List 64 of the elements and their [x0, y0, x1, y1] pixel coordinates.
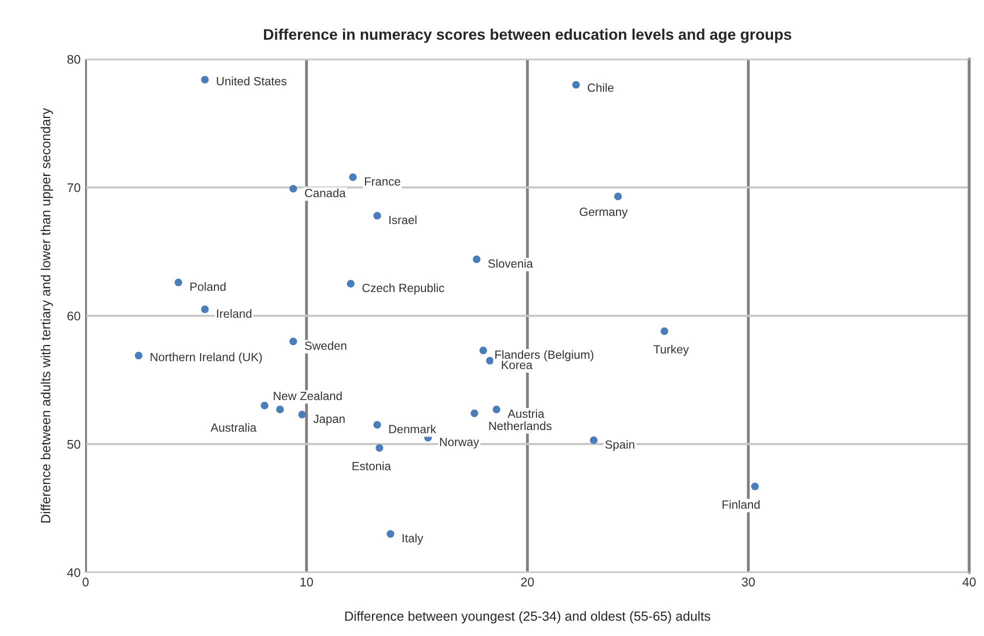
annotation: Flanders (Belgium) — [495, 350, 594, 362]
point — [174, 278, 182, 286]
point — [486, 356, 494, 364]
annotation: Korea — [502, 360, 532, 370]
point — [373, 212, 382, 220]
point — [289, 184, 298, 193]
annotation: Israel — [389, 215, 416, 224]
annotation: Italy — [402, 534, 424, 545]
y-tick-label: 50 — [67, 440, 80, 449]
annotation: Norway — [440, 438, 480, 448]
point — [134, 352, 142, 360]
point — [373, 421, 382, 429]
annotation: United States — [216, 76, 286, 86]
point — [492, 406, 500, 414]
annotation: Estonia — [352, 462, 392, 470]
annotation: Poland — [190, 282, 226, 291]
point — [276, 406, 284, 414]
annotation: Sweden — [304, 341, 346, 350]
annotation: New Zealand — [274, 391, 342, 400]
annotation: France — [364, 177, 400, 186]
x-tick-label: 30 — [742, 578, 755, 586]
x-tick-label: 40 — [962, 578, 976, 586]
annotation: Denmark — [389, 424, 436, 434]
point — [572, 81, 580, 89]
annotation: Northern Ireland (UK) — [150, 352, 262, 364]
point — [660, 327, 668, 335]
y-axis-title: Difference between adults with tertiary and lower than upper secondary — [40, 108, 53, 522]
annotation: Czech Republic — [362, 283, 444, 294]
point — [376, 444, 384, 452]
chart-title: Difference in numeracy scores between education levels and age groups — [264, 28, 792, 43]
point — [298, 410, 306, 418]
point — [386, 530, 394, 538]
point — [260, 402, 268, 410]
x-tick-label: 10 — [300, 578, 313, 586]
annotation: Germany — [580, 208, 628, 218]
y-tick-label: 60 — [67, 312, 80, 320]
x-axis-title: Difference between youngest (25-34) and oldest (55-65) adults — [345, 611, 710, 624]
point — [472, 256, 480, 264]
annotation: Turkey — [654, 344, 689, 356]
annotation: Canada — [304, 188, 346, 198]
x-tick-label: 0 — [82, 578, 89, 586]
y-tick-label: 40 — [67, 568, 80, 578]
y-tick-label: 70 — [67, 183, 80, 192]
point — [201, 306, 209, 314]
point — [614, 192, 622, 200]
annotation: Netherlands — [489, 421, 552, 430]
point — [289, 338, 298, 346]
y-tick-label: 80 — [67, 54, 80, 64]
point — [590, 436, 598, 444]
annotation: Finland — [722, 500, 760, 509]
annotation: Spain — [605, 440, 634, 452]
point — [201, 76, 209, 84]
point — [346, 280, 354, 288]
point — [479, 346, 488, 354]
x-tick-label: 20 — [521, 578, 534, 586]
annotation: Ireland — [217, 309, 252, 318]
annotation: Australia — [210, 423, 256, 432]
point — [751, 482, 759, 490]
annotation: Slovenia — [488, 259, 534, 268]
annotation: Austria — [508, 409, 544, 418]
point — [470, 409, 478, 418]
annotation: Japan — [313, 414, 345, 426]
annotation: Chile — [588, 83, 614, 92]
point — [349, 173, 357, 181]
